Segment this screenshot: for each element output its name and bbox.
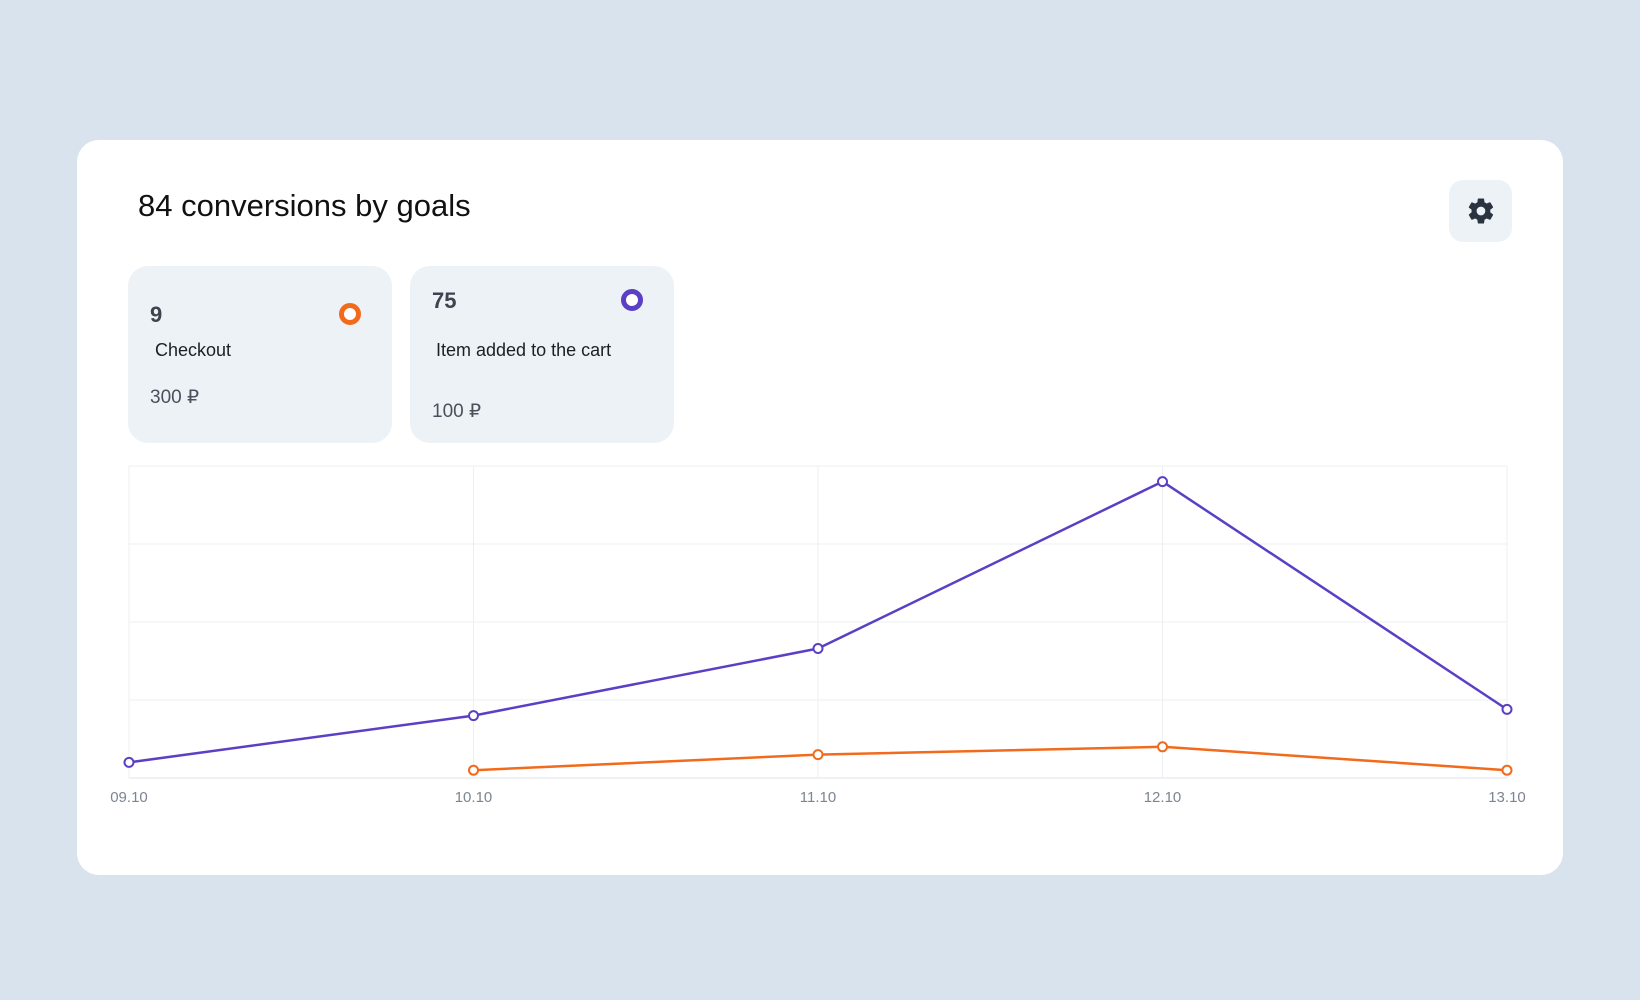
goal-color-marker xyxy=(339,303,361,325)
goal-price: 100 ₽ xyxy=(432,401,482,422)
data-point xyxy=(1157,741,1168,753)
data-point xyxy=(1157,476,1168,488)
x-tick-label: 10.10 xyxy=(455,789,493,806)
x-tick-label: 09.10 xyxy=(110,789,148,806)
data-point xyxy=(1501,764,1513,776)
goal-tile-item-added[interactable]: 75 Item added to the cart 100 ₽ xyxy=(410,266,674,443)
settings-button[interactable] xyxy=(1449,180,1512,242)
goal-count: 75 xyxy=(432,288,457,313)
goal-name: Item added to the cart xyxy=(436,340,612,360)
data-point xyxy=(468,764,479,776)
x-tick-label: 13.10 xyxy=(1488,789,1526,806)
data-point xyxy=(123,756,135,768)
goal-name: Checkout xyxy=(155,340,232,360)
goal-tile-checkout[interactable]: 9 Checkout 300 ₽ xyxy=(128,266,392,443)
conversions-line-chart: 09.10 10.10 11.10 12.10 13.10 xyxy=(110,465,1526,806)
conversions-card: 84 conversions by goals 9 Checkout 300 ₽… xyxy=(77,140,1563,875)
x-tick-label: 11.10 xyxy=(800,789,836,806)
goal-count: 9 xyxy=(150,302,163,327)
page-title: 84 conversions by goals xyxy=(138,188,471,223)
data-point xyxy=(468,710,479,722)
gear-icon xyxy=(1468,198,1493,224)
data-point xyxy=(812,749,824,761)
data-point xyxy=(1501,703,1513,715)
goal-color-marker xyxy=(621,289,643,311)
x-tick-label: 12.10 xyxy=(1144,789,1182,806)
data-point xyxy=(812,643,824,655)
series-line-1 xyxy=(473,745,1508,772)
goal-price: 300 ₽ xyxy=(150,387,200,408)
